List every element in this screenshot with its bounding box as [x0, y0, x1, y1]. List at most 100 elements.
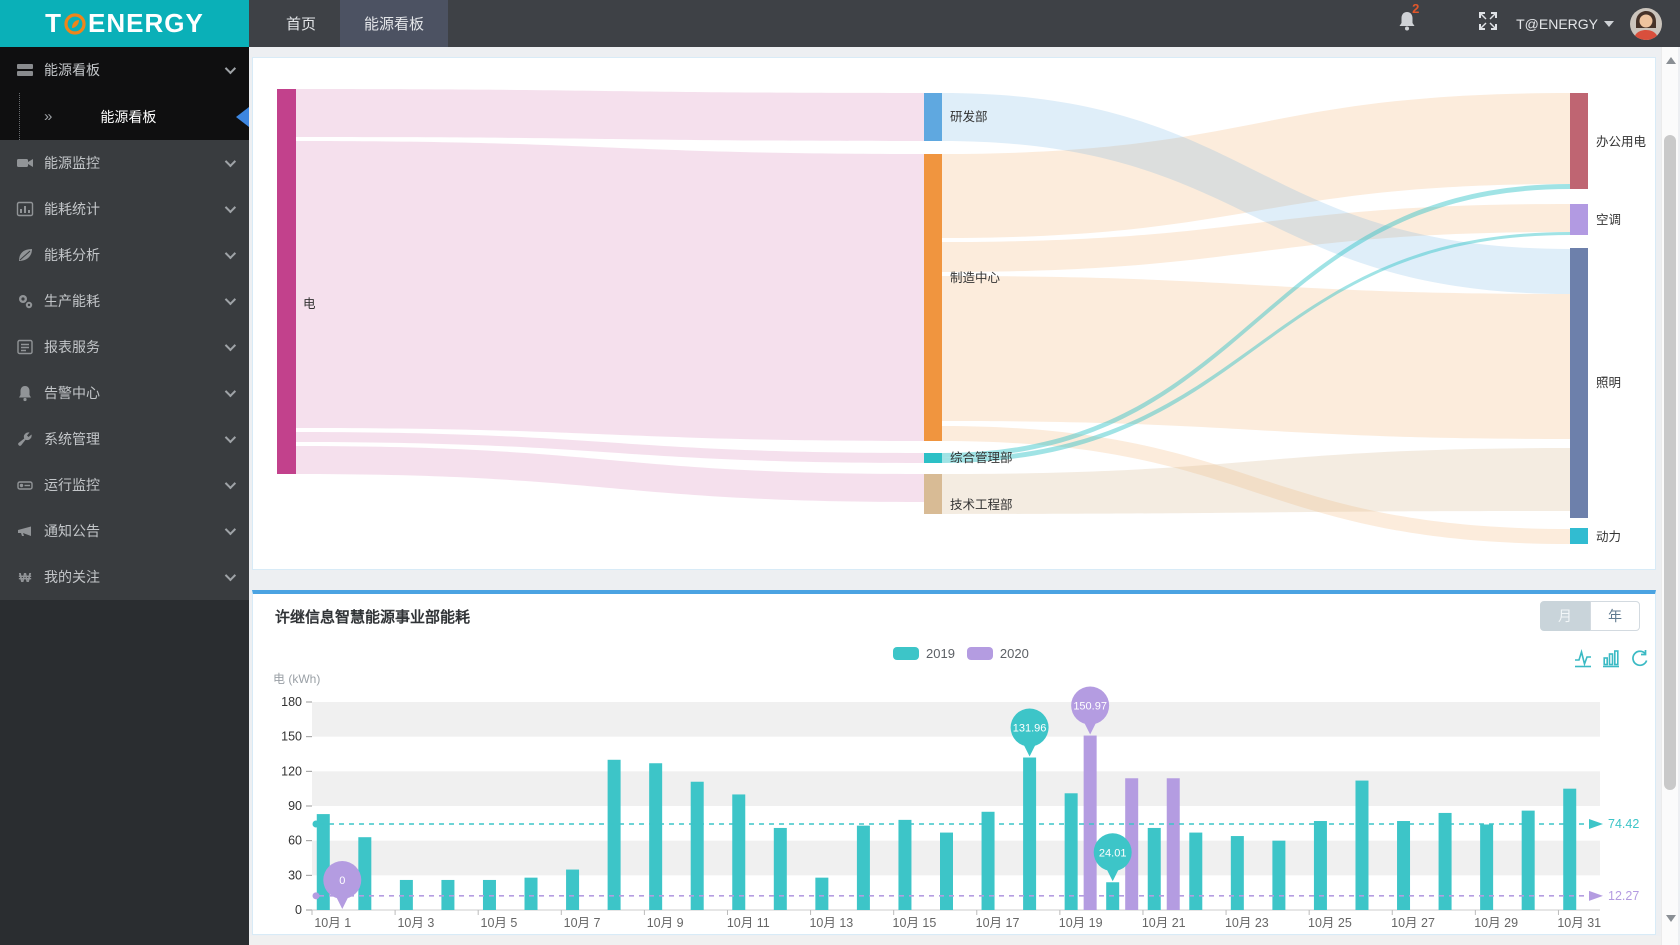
sankey-link[interactable] [296, 89, 924, 141]
bar-2019[interactable] [815, 877, 829, 910]
gears-icon [19, 295, 33, 309]
sidebar-group[interactable]: 运行监控 [0, 462, 249, 508]
svg-text:₩: ₩ [19, 570, 32, 585]
bar-2019[interactable] [1521, 810, 1535, 910]
bar-2019[interactable] [856, 825, 870, 910]
main-content: 电 研发部 制造中心 综合管理部 技术工程部 办公用电 空调 照明 动力 许继信息智慧能源事业部… [249, 47, 1661, 945]
line-chart-tool-button[interactable] [1573, 648, 1593, 668]
sankey-link[interactable] [296, 432, 924, 463]
vertical-scrollbar[interactable] [1661, 47, 1678, 945]
bar-2019[interactable] [358, 837, 372, 910]
bar-2019[interactable] [1397, 821, 1411, 910]
sidebar-group[interactable]: 能源监控 [0, 140, 249, 186]
bar-2019[interactable] [566, 869, 580, 910]
bar-chart-tool-button[interactable] [1601, 648, 1621, 668]
sankey-link[interactable] [942, 232, 1570, 463]
bar-2019[interactable] [1480, 824, 1494, 910]
chevron-down-icon [224, 339, 237, 352]
x-tick-label: 10月 7 [564, 916, 601, 930]
sidebar-group[interactable]: 能耗分析 [0, 232, 249, 278]
bar-2019[interactable] [482, 879, 496, 910]
bar-2019[interactable] [441, 879, 455, 910]
scroll-down-arrow-icon[interactable] [1666, 915, 1676, 922]
bar-2019[interactable] [1064, 793, 1078, 910]
sankey-node[interactable] [277, 89, 296, 474]
horizontal-scrollbar[interactable] [249, 936, 1661, 945]
sidebar-group[interactable]: 能源看板 [0, 47, 249, 93]
bar-2019[interactable] [649, 763, 663, 910]
bar-2019[interactable] [1355, 780, 1369, 910]
legend-item[interactable]: 2020 [966, 646, 1029, 661]
sankey-link[interactable] [296, 141, 924, 441]
bar-2019[interactable] [898, 819, 912, 910]
sankey-link[interactable] [942, 204, 1570, 272]
bar-2019[interactable] [1563, 788, 1577, 910]
fullscreen-button[interactable] [1478, 11, 1498, 36]
user-menu[interactable]: T@ENERGY [1516, 15, 1598, 32]
topbar-tab[interactable]: 能源看板 [340, 0, 449, 47]
x-tick-label: 10月 5 [481, 916, 518, 930]
sankey-node[interactable] [924, 474, 942, 514]
bar-2019[interactable] [940, 832, 953, 910]
sankey-node-label: 照明 [1596, 376, 1621, 390]
sankey-link[interactable] [942, 448, 1570, 514]
bar-2019[interactable] [607, 759, 621, 910]
bell-icon [1399, 12, 1415, 31]
sidebar-group-label: 我的关注 [44, 569, 100, 585]
sankey-link[interactable] [942, 93, 1570, 238]
markpoint-pin-2020: 150.97 [1071, 686, 1110, 735]
bar-2019[interactable] [690, 781, 704, 910]
bar-2019[interactable] [732, 794, 746, 910]
bar-2019[interactable] [1438, 812, 1452, 910]
sankey-link[interactable] [942, 426, 1570, 544]
sidebar-group[interactable]: 告警中心 [0, 370, 249, 416]
period-toggle-button[interactable]: 年 [1590, 601, 1640, 631]
bar-2019[interactable] [773, 827, 787, 910]
bar-2019[interactable] [981, 811, 995, 910]
x-tick-label: 10月 17 [976, 916, 1020, 930]
bar-2019[interactable] [1230, 836, 1244, 910]
bar-2019[interactable] [524, 877, 538, 910]
period-toggle-button[interactable]: 月 [1540, 601, 1590, 631]
sankey-node[interactable] [1570, 93, 1588, 189]
sankey-node[interactable] [1570, 528, 1588, 544]
sankey-link[interactable] [942, 184, 1570, 458]
bar-2019[interactable] [1272, 840, 1286, 910]
sankey-link[interactable] [296, 446, 924, 502]
refresh-tool-button[interactable] [1629, 648, 1649, 668]
bar-2019[interactable] [1023, 757, 1037, 910]
bar-2019[interactable] [1147, 827, 1161, 910]
bar-2020[interactable] [1166, 778, 1180, 910]
sankey-node[interactable] [924, 154, 942, 441]
sankey-link[interactable] [942, 93, 1570, 294]
scrollbar-thumb[interactable] [1664, 135, 1676, 790]
sankey-node[interactable] [1570, 248, 1588, 518]
sankey-node[interactable] [924, 93, 942, 141]
sidebar-group[interactable]: ₩ 我的关注 [0, 554, 249, 600]
x-tick-label: 10月 13 [809, 916, 853, 930]
notification-bell-button[interactable]: 2 [1398, 1, 1419, 36]
svg-text:131.96: 131.96 [1013, 723, 1047, 735]
y-tick-label: 30 [288, 868, 302, 882]
legend-item[interactable]: 2019 [893, 646, 955, 661]
sankey-node[interactable] [924, 453, 942, 463]
bar-2020[interactable] [1125, 778, 1139, 910]
bar-2019[interactable] [1189, 832, 1203, 910]
alarm-bell-icon [19, 386, 31, 402]
sidebar-group[interactable]: 能耗统计 [0, 186, 249, 232]
topbar-tab[interactable]: 首页 [286, 16, 317, 33]
sidebar-group[interactable]: 报表服务 [0, 324, 249, 370]
sankey-node-label: 办公用电 [1596, 134, 1647, 149]
scroll-up-arrow-icon[interactable] [1666, 57, 1676, 64]
sankey-link[interactable] [942, 276, 1570, 439]
sidebar-subitem[interactable]: » 能源看板 [0, 93, 249, 140]
user-avatar[interactable] [1630, 7, 1662, 40]
bar-2019[interactable] [399, 879, 413, 910]
markline-label-2020: 12.27 [1608, 889, 1639, 903]
sidebar-group[interactable]: 系统管理 [0, 416, 249, 462]
sidebar-group[interactable]: 生产能耗 [0, 278, 249, 324]
sidebar-group[interactable]: 通知公告 [0, 508, 249, 554]
bar-2019[interactable] [1313, 821, 1327, 910]
bar-2020[interactable] [1083, 735, 1097, 910]
sankey-node[interactable] [1570, 204, 1588, 235]
